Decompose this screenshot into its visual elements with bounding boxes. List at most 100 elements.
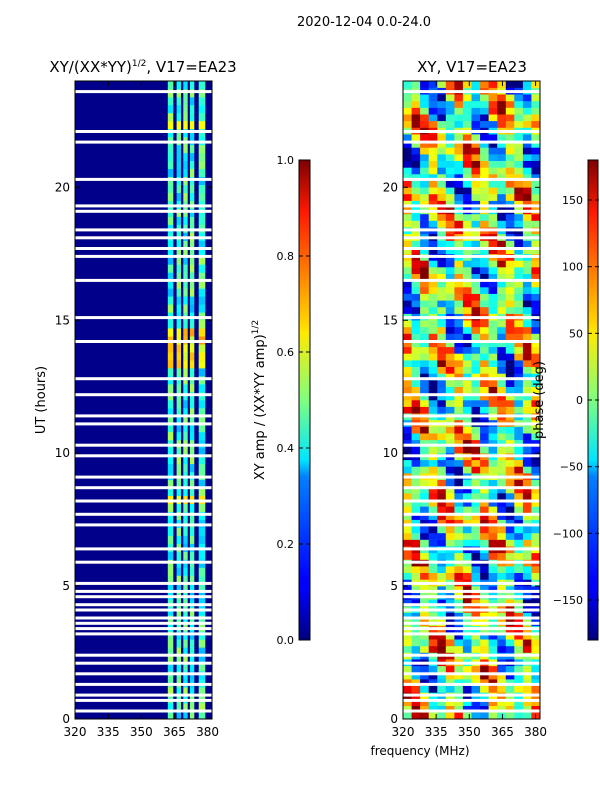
phase-cell — [531, 167, 541, 175]
phase-cell — [514, 174, 524, 181]
phase-cell — [488, 194, 498, 201]
phase-cell — [497, 685, 507, 693]
phase-cell — [505, 346, 515, 354]
phase-cell — [403, 672, 412, 680]
amplitude-cell — [183, 144, 188, 154]
phase-cell — [514, 346, 524, 354]
phase-cell — [462, 247, 472, 254]
phase-cell — [514, 539, 524, 547]
phase-cell — [488, 566, 498, 573]
flagged-interval — [403, 209, 540, 213]
phase-cell — [420, 526, 429, 534]
phase-cell — [497, 114, 507, 122]
phase-cell — [462, 665, 472, 673]
phase-cell — [462, 519, 472, 527]
amplitude-cell — [167, 272, 174, 281]
phase-cell — [497, 280, 507, 288]
phase-cell — [480, 187, 489, 195]
phase-cell — [462, 114, 472, 122]
phase-cell — [488, 120, 498, 128]
phase-cell — [462, 672, 472, 680]
phase-cell — [445, 320, 455, 328]
phase-cell — [462, 300, 472, 308]
amplitude-cell — [167, 408, 174, 417]
phase-cell — [488, 200, 498, 208]
phase-cell — [497, 373, 507, 381]
phase-cell — [437, 300, 447, 308]
amplitude-cell — [198, 264, 206, 273]
phase-cell — [437, 526, 447, 534]
amplitude-cell — [189, 184, 195, 193]
phase-cell — [411, 380, 421, 387]
amplitude-cell — [189, 272, 195, 281]
phase-cell — [471, 639, 481, 647]
colorbar-tick-label: 0.8 — [277, 250, 295, 263]
amplitude-cell — [176, 535, 181, 544]
phase-cell — [497, 120, 507, 128]
amplitude-cell — [183, 248, 188, 257]
amplitude-cell — [198, 463, 206, 473]
amplitude-cell — [183, 96, 188, 106]
phase-cell — [462, 513, 472, 520]
phase-cell — [505, 293, 515, 301]
flagged-interval — [75, 653, 212, 657]
phase-cell — [462, 400, 472, 407]
phase-cell — [420, 380, 429, 387]
phase-cell — [471, 267, 481, 274]
y-tick-label: 15 — [383, 313, 398, 327]
amplitude-cell — [198, 631, 206, 640]
phase-cell — [437, 346, 447, 354]
phase-cell — [531, 400, 541, 407]
phase-cell — [497, 140, 507, 148]
phase-cell — [420, 459, 429, 467]
phase-cell — [420, 333, 429, 341]
phase-cell — [454, 493, 464, 500]
phase-cell — [437, 506, 447, 514]
phase-cell — [480, 373, 489, 381]
phase-cell — [428, 134, 438, 142]
phase-cell — [428, 366, 438, 374]
phase-cell — [514, 572, 524, 580]
amplitude-cell — [189, 631, 195, 640]
phase-cell — [454, 672, 464, 680]
phase-cell — [428, 433, 438, 441]
phase-cell — [454, 572, 464, 580]
phase-cell — [531, 493, 541, 500]
flagged-interval — [403, 672, 540, 676]
phase-cell — [411, 672, 421, 680]
phase-cell — [505, 506, 515, 514]
phase-cell — [403, 373, 412, 381]
phase-cell — [411, 685, 421, 693]
phase-cell — [480, 632, 489, 640]
phase-cell — [420, 632, 429, 640]
phase-cell — [514, 300, 524, 308]
phase-cell — [445, 346, 455, 354]
phase-cell — [522, 466, 532, 474]
phase-cell — [462, 566, 472, 573]
colorbar-tick-label: 0.0 — [277, 634, 295, 647]
flagged-interval — [403, 414, 540, 418]
y-tick-label: 15 — [55, 313, 70, 327]
phase-cell — [420, 612, 429, 620]
phase-cell — [505, 499, 515, 507]
phase-cell — [454, 326, 464, 334]
phase-cell — [531, 107, 541, 115]
amplitude-cell — [167, 415, 174, 425]
phase-cell — [531, 459, 541, 467]
phase-cell — [488, 320, 498, 328]
phase-cell — [428, 360, 438, 367]
amplitude-cell — [176, 360, 181, 369]
phase-cell — [497, 632, 507, 640]
phase-cell — [437, 486, 447, 494]
amplitude-cell — [167, 360, 174, 369]
phase-cell — [411, 194, 421, 201]
phase-cell — [411, 612, 421, 620]
phase-cell — [471, 280, 481, 288]
phase-cell — [403, 406, 412, 414]
phase-cell — [462, 346, 472, 354]
phase-cell — [420, 373, 429, 381]
amplitude-cell — [198, 455, 206, 465]
amplitude-cell — [198, 248, 206, 257]
phase-cell — [445, 639, 455, 647]
